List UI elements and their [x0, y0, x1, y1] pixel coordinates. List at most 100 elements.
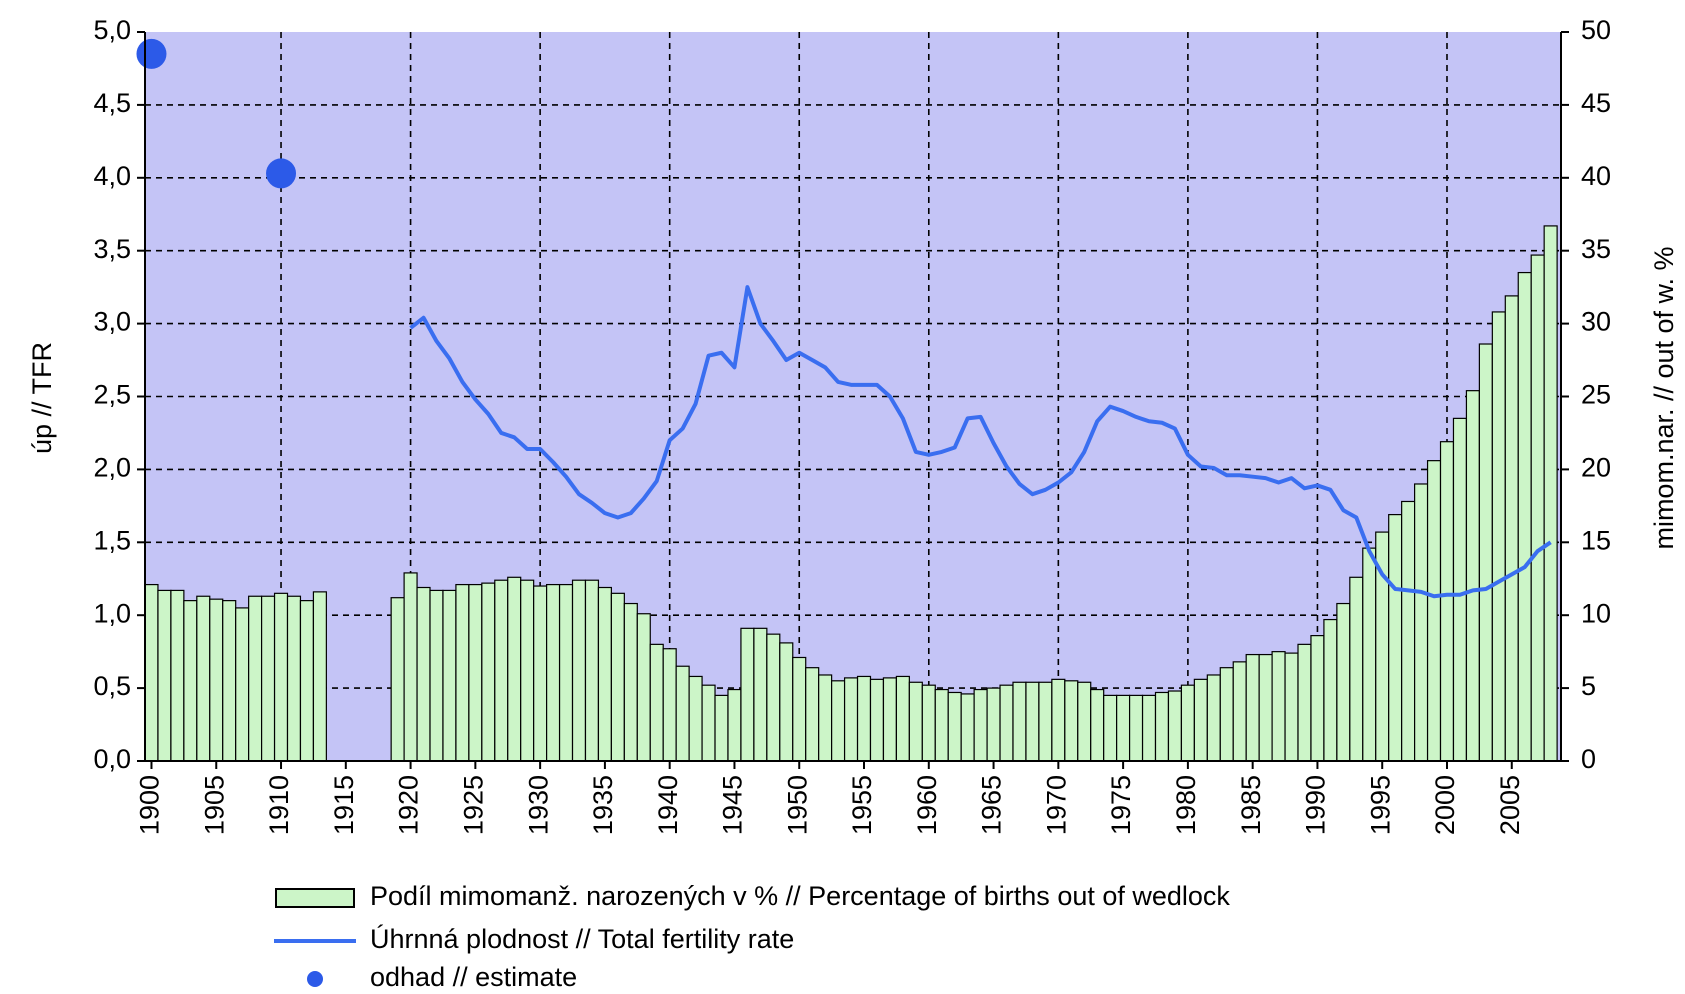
bar	[753, 627, 768, 762]
y-tick-label: 2,5	[93, 380, 131, 410]
bar	[986, 687, 1001, 762]
bar	[688, 675, 703, 762]
bar	[818, 674, 833, 762]
bar	[1465, 390, 1480, 762]
y2-tick-label: 0	[1581, 744, 1596, 774]
bar	[649, 643, 664, 762]
bar	[183, 600, 198, 762]
y2-tick-label: 35	[1581, 234, 1611, 264]
bar	[558, 583, 574, 762]
x-tick-label: 1945	[718, 775, 748, 835]
y2-tick-label: 45	[1581, 88, 1611, 118]
bar	[144, 583, 159, 762]
bar	[779, 642, 794, 762]
bar	[895, 675, 910, 762]
bar	[468, 583, 483, 762]
bar	[999, 684, 1014, 762]
bar	[1362, 547, 1377, 762]
bar	[494, 579, 509, 762]
bar	[675, 665, 690, 762]
bar	[1530, 254, 1545, 762]
legend-symbol	[307, 971, 323, 987]
bar	[1090, 688, 1105, 762]
bar	[1271, 651, 1286, 762]
bar	[662, 648, 677, 762]
bar	[571, 579, 587, 762]
y2-tick-label: 40	[1581, 161, 1611, 191]
y2-tick-label: 50	[1581, 15, 1611, 45]
x-tick-label: 1950	[782, 775, 812, 835]
y-tick-label: 1,5	[93, 525, 131, 555]
bar	[390, 597, 405, 762]
y-tick-label: 3,0	[93, 307, 131, 337]
bar	[843, 677, 859, 762]
bar	[934, 688, 949, 762]
y2-tick-label: 30	[1581, 307, 1611, 337]
bar	[1323, 618, 1338, 762]
bar	[831, 680, 846, 762]
bar	[856, 675, 872, 762]
bar	[248, 595, 263, 762]
bar	[869, 678, 885, 762]
bar	[1154, 691, 1170, 762]
bar	[1297, 643, 1312, 762]
bar	[286, 595, 302, 762]
bar	[805, 667, 820, 762]
y-tick-label: 1,0	[93, 598, 131, 628]
line	[409, 285, 1552, 599]
y-tick-label: 0,5	[93, 671, 131, 701]
bar	[1388, 513, 1403, 762]
bar	[1012, 681, 1027, 762]
x-tick-label: 1920	[394, 775, 424, 835]
x-tick-label: 1940	[653, 775, 683, 835]
point	[136, 38, 167, 69]
bar	[1206, 674, 1221, 762]
x-tick-label: 2000	[1430, 775, 1460, 835]
bar	[442, 589, 457, 762]
x-tick-label: 1970	[1041, 775, 1071, 835]
bar	[235, 607, 250, 762]
y-axis-title: úp // TFR	[27, 342, 57, 454]
point	[266, 158, 297, 189]
x-tick-label: 1975	[1106, 775, 1136, 835]
bar	[1038, 681, 1053, 762]
bar	[1167, 690, 1183, 762]
x-tick-label: 1995	[1365, 775, 1395, 835]
y2-axis-title: mimom.nar. // out of w. %	[1649, 246, 1679, 549]
y2-tick-label: 20	[1581, 453, 1611, 483]
bar	[1543, 225, 1558, 762]
bar	[1491, 311, 1506, 762]
bar	[921, 684, 936, 762]
x-tick-label: 1965	[977, 775, 1007, 835]
bar	[1103, 694, 1118, 762]
bar	[960, 693, 975, 762]
x-tick-label: 1910	[264, 775, 294, 835]
bar	[1478, 343, 1493, 762]
bar	[1245, 653, 1260, 762]
bar	[714, 694, 729, 762]
bar	[701, 684, 716, 762]
y-tick-label: 3,5	[93, 234, 131, 264]
bar	[1336, 602, 1351, 762]
bar	[792, 656, 807, 762]
y-tick-label: 4,5	[93, 88, 131, 118]
y-tick-label: 4,0	[93, 161, 131, 191]
bar	[1141, 694, 1157, 762]
bar	[1401, 500, 1416, 762]
x-tick-label: 1905	[199, 775, 229, 835]
bar	[1128, 694, 1144, 762]
bar	[273, 592, 289, 762]
bar	[1025, 681, 1040, 762]
bar	[455, 583, 470, 762]
bar	[727, 688, 742, 762]
bar	[196, 595, 211, 762]
bar	[766, 633, 781, 762]
bar	[546, 583, 561, 762]
bar	[636, 613, 651, 762]
bar	[429, 589, 444, 762]
bar	[1064, 680, 1079, 762]
y-tick-label: 2,0	[93, 453, 131, 483]
bar	[1414, 483, 1429, 762]
bar	[299, 600, 315, 762]
